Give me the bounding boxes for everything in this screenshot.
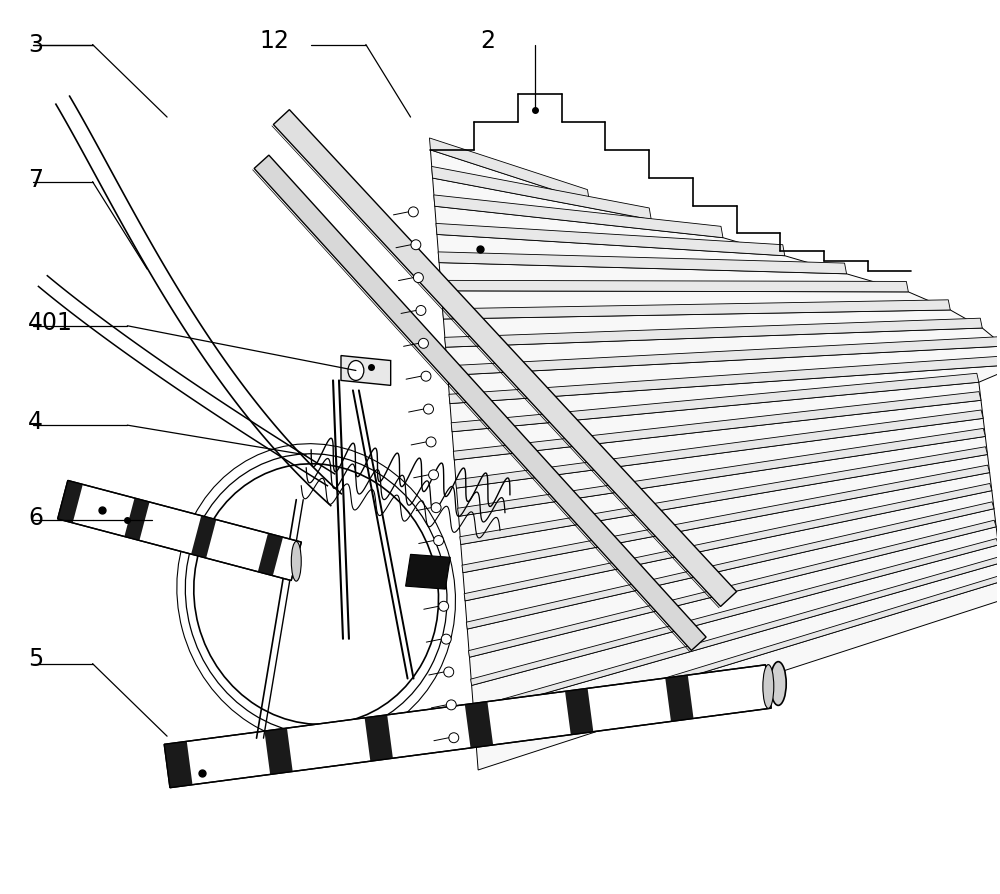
Polygon shape — [467, 509, 996, 657]
Ellipse shape — [291, 542, 301, 581]
Polygon shape — [164, 741, 192, 788]
Polygon shape — [468, 520, 996, 657]
Polygon shape — [466, 502, 994, 629]
Polygon shape — [435, 207, 785, 256]
Circle shape — [413, 273, 423, 283]
Polygon shape — [459, 436, 987, 544]
Polygon shape — [430, 150, 651, 220]
Polygon shape — [455, 410, 983, 488]
Polygon shape — [462, 465, 990, 573]
Text: 4: 4 — [28, 410, 43, 434]
Polygon shape — [452, 383, 981, 460]
Polygon shape — [254, 155, 706, 651]
Circle shape — [431, 502, 441, 512]
Polygon shape — [476, 581, 1000, 770]
Polygon shape — [440, 281, 908, 291]
Polygon shape — [465, 491, 994, 629]
Polygon shape — [469, 527, 998, 686]
Text: 5: 5 — [28, 646, 43, 670]
Polygon shape — [471, 538, 998, 686]
Circle shape — [449, 733, 459, 743]
Text: 401: 401 — [28, 311, 73, 334]
Polygon shape — [461, 454, 990, 573]
Polygon shape — [447, 336, 1000, 375]
Polygon shape — [443, 310, 982, 347]
Polygon shape — [365, 715, 393, 761]
Polygon shape — [442, 299, 950, 319]
Polygon shape — [463, 473, 992, 601]
Polygon shape — [341, 356, 391, 385]
Polygon shape — [465, 702, 493, 748]
Ellipse shape — [348, 360, 364, 381]
Polygon shape — [460, 447, 987, 544]
Polygon shape — [124, 498, 150, 541]
Polygon shape — [446, 328, 1000, 375]
Polygon shape — [451, 374, 979, 432]
Polygon shape — [454, 401, 983, 488]
Polygon shape — [441, 291, 950, 319]
Text: 2: 2 — [480, 29, 495, 53]
Circle shape — [424, 404, 433, 414]
Polygon shape — [433, 178, 723, 238]
Polygon shape — [164, 665, 771, 788]
Polygon shape — [456, 418, 985, 517]
Text: 12: 12 — [260, 29, 289, 53]
Polygon shape — [273, 110, 737, 606]
Circle shape — [439, 602, 449, 611]
Circle shape — [411, 240, 421, 249]
Circle shape — [441, 634, 451, 644]
Polygon shape — [565, 688, 593, 735]
Polygon shape — [58, 480, 83, 523]
Polygon shape — [453, 392, 981, 460]
Polygon shape — [474, 563, 1000, 742]
Polygon shape — [458, 428, 985, 517]
Polygon shape — [191, 516, 216, 558]
Circle shape — [434, 536, 444, 545]
Circle shape — [408, 207, 418, 217]
Circle shape — [426, 437, 436, 447]
Polygon shape — [437, 234, 847, 274]
Polygon shape — [445, 318, 982, 347]
Text: 6: 6 — [28, 506, 43, 529]
Polygon shape — [58, 480, 301, 580]
Circle shape — [436, 569, 446, 578]
Polygon shape — [665, 675, 694, 721]
Text: 3: 3 — [28, 32, 43, 56]
Polygon shape — [432, 166, 651, 220]
Polygon shape — [264, 728, 293, 774]
Polygon shape — [448, 346, 1000, 403]
Polygon shape — [436, 224, 785, 256]
Text: 7: 7 — [28, 168, 43, 191]
Polygon shape — [406, 554, 450, 589]
Polygon shape — [473, 557, 1000, 713]
Circle shape — [421, 371, 431, 381]
Polygon shape — [429, 138, 589, 201]
Ellipse shape — [770, 662, 786, 705]
Circle shape — [416, 306, 426, 316]
Polygon shape — [258, 533, 283, 576]
Circle shape — [429, 470, 439, 480]
Polygon shape — [438, 252, 847, 274]
Polygon shape — [464, 484, 992, 601]
Circle shape — [446, 700, 456, 710]
Polygon shape — [449, 355, 1000, 403]
Polygon shape — [450, 364, 1000, 432]
Circle shape — [418, 338, 428, 349]
Polygon shape — [434, 195, 723, 238]
Ellipse shape — [763, 664, 774, 708]
Polygon shape — [475, 576, 1000, 742]
Polygon shape — [472, 544, 1000, 713]
Polygon shape — [439, 263, 908, 291]
Circle shape — [444, 667, 454, 677]
